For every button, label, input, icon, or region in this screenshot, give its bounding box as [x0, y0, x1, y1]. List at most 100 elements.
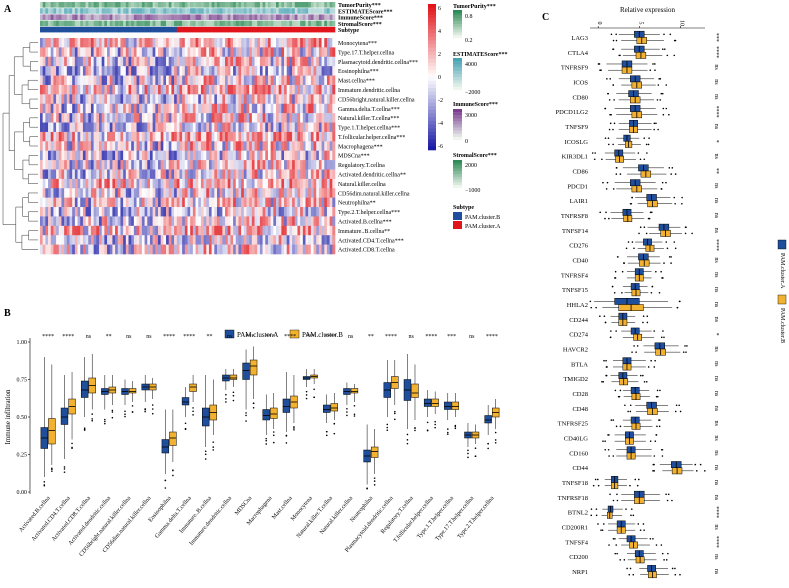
heatmap-cell	[321, 94, 325, 105]
heatmap-row-label: Natural.killer.T.cellna***	[338, 116, 399, 122]
annotation-cell	[294, 2, 298, 8]
heatmap-cell	[171, 94, 175, 105]
panel-c-gene-label: CD86	[572, 168, 588, 175]
heatmap-cell	[281, 197, 285, 208]
heatmap-cell	[300, 94, 304, 105]
annotation-cell	[246, 8, 250, 14]
heatmap-cell	[125, 84, 129, 95]
heatmap-cell	[195, 178, 199, 189]
annotation-cell	[318, 20, 322, 27]
heatmap-cell	[219, 216, 223, 227]
panel-b-outlier	[373, 480, 376, 482]
heatmap-cell	[50, 113, 54, 123]
annotation-legend-gradient	[453, 24, 462, 27]
annotation-cell	[300, 8, 304, 14]
heatmap-cell	[267, 197, 271, 208]
heatmap-cell	[206, 131, 210, 142]
heatmap-cell	[96, 235, 100, 245]
heatmap-cell	[241, 131, 245, 142]
heatmap-cell	[160, 75, 164, 86]
heatmap-cell	[192, 160, 196, 170]
panel-c-outlier	[599, 315, 601, 318]
heatmap-cell	[48, 235, 52, 245]
panel-b-y-tick-label: 0.00	[17, 490, 28, 496]
heatmap-cell	[262, 207, 266, 217]
heatmap-cell	[265, 225, 269, 236]
annotation-cell	[131, 2, 135, 8]
panel-c-title: Relative expression	[620, 6, 676, 14]
annotation-cell	[182, 2, 186, 8]
heatmap-cell	[171, 141, 175, 151]
heatmap-cell	[206, 103, 210, 114]
annotation-cell	[332, 2, 336, 8]
heatmap-cell	[302, 207, 306, 217]
panel-b-outlier	[434, 426, 436, 429]
heatmap-cell	[259, 225, 263, 236]
heatmap-cell	[294, 131, 298, 142]
panel-b-outlier	[83, 429, 86, 431]
panel-c-outlier	[612, 143, 614, 146]
heatmap-cell	[225, 169, 229, 180]
heatmap-cell	[171, 160, 175, 170]
panel-c-outlier	[653, 470, 656, 472]
heatmap-cell	[257, 141, 261, 151]
annotation-cell	[58, 2, 62, 8]
heatmap-cell	[270, 169, 274, 180]
annotation-cell	[117, 2, 121, 8]
panel-b-outlier	[474, 447, 477, 450]
heatmap-cell	[168, 66, 172, 76]
heatmap-cell	[195, 66, 199, 76]
heatmap-cell	[109, 56, 113, 67]
heatmap-cell	[96, 225, 100, 236]
heatmap-cell	[174, 103, 178, 114]
heatmap-cell	[184, 225, 188, 236]
heatmap-cell	[198, 235, 202, 245]
heatmap-cell	[56, 38, 60, 48]
heatmap-cell	[278, 169, 282, 180]
annotation-cell	[259, 2, 263, 8]
heatmap-cell	[259, 66, 263, 76]
annotation-cell	[117, 14, 121, 20]
heatmap-cell	[88, 75, 92, 86]
panel-b-box	[229, 374, 238, 380]
annotation-cell	[332, 8, 336, 14]
annotation-cell	[96, 8, 100, 14]
annotation-cell	[208, 14, 212, 20]
annotation-cell	[168, 20, 172, 27]
heatmap-cell	[72, 178, 76, 189]
heatmap-cell	[203, 84, 207, 95]
heatmap-cell	[254, 47, 258, 58]
heatmap-cell	[174, 141, 178, 151]
heatmap-cell	[222, 103, 226, 114]
panel-c-outlier	[666, 499, 669, 502]
panel-b-significance-label: ****	[486, 334, 498, 340]
heatmap-cell	[82, 188, 86, 198]
heatmap-cell	[211, 131, 215, 142]
heatmap-cell	[262, 141, 266, 151]
heatmap-cell	[40, 38, 43, 48]
panel-c-gene-label: LAG3	[571, 35, 588, 42]
heatmap-cell	[171, 131, 175, 142]
heatmap-cell	[222, 131, 226, 142]
heatmap-cell	[200, 216, 204, 227]
heatmap-cell	[313, 84, 317, 95]
annotation-legend-gradient	[453, 118, 462, 122]
panel-b-outlier	[144, 410, 146, 413]
annotation-legend-gradient	[453, 35, 462, 39]
heatmap-cell	[115, 84, 119, 95]
heatmap-cell	[184, 150, 188, 161]
panel-c-gene-label: TMIGD2	[563, 376, 588, 383]
annotation-cell	[109, 2, 113, 8]
heatmap-cell	[230, 103, 234, 114]
heatmap-cell	[233, 56, 237, 67]
annotation-cell	[284, 26, 288, 33]
heatmap-cell	[318, 235, 322, 245]
heatmap-cell	[131, 188, 135, 198]
heatmap-cell	[243, 113, 247, 123]
legend-tumor-tick-low: 0.2	[465, 38, 473, 44]
heatmap-cell	[128, 122, 132, 133]
heatmap-cell	[195, 75, 199, 86]
heatmap-cell	[300, 150, 304, 161]
panel-b-outlier	[43, 484, 46, 486]
panel-c-x-tick-label: 10	[678, 20, 684, 26]
